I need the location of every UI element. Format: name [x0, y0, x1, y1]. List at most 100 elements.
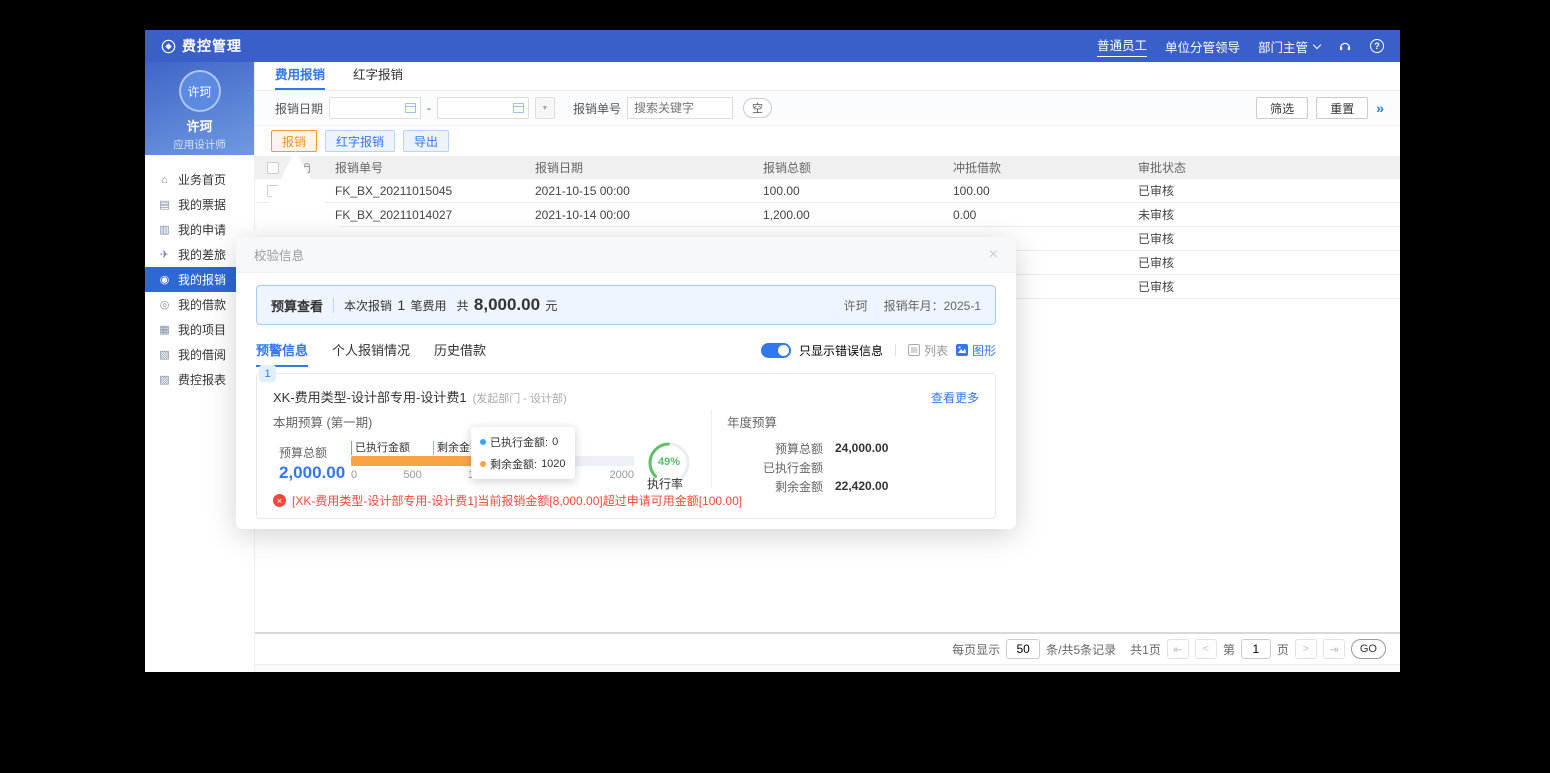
sidebar-item-home[interactable]: ⌂ 业务首页 [145, 167, 254, 192]
cell-total: 100.00 [763, 183, 800, 198]
banner-user: 许珂 [843, 298, 868, 313]
go-button[interactable]: GO [1350, 639, 1386, 659]
list-view-option[interactable]: 列表 [907, 342, 948, 359]
executed-flag: 已执行金额 [351, 441, 410, 455]
sidebar-item-loans[interactable]: ◎ 我的借款 [145, 292, 254, 317]
sidebar-item-label: 我的差旅 [178, 248, 227, 262]
annual-row: 预算总额 24,000.00 [727, 441, 982, 456]
expand-filters-icon[interactable]: » [1376, 100, 1384, 116]
empty-filter-button[interactable]: 空 [743, 98, 773, 118]
annual-label: 已执行金额 [762, 460, 823, 475]
reset-button[interactable]: 重置 [1316, 97, 1369, 119]
cell-order-no: FK_BX_20211014027 [335, 207, 453, 222]
cell-status: 已审核 [1138, 232, 1175, 246]
cell-date: 2021-10-15 00:00 [535, 183, 630, 198]
budget-summary-banner: 预算查看 本次报销 1 笔费用 共 8,000.00 元 许珂 报销年月：202… [256, 285, 996, 325]
red-reimburse-button[interactable]: 红字报销 [325, 130, 396, 152]
axis-tick: 2000 [609, 469, 634, 481]
per-page-input[interactable] [1006, 639, 1041, 659]
errors-only-label: 只显示错误信息 [798, 343, 883, 358]
tab-warning-info[interactable]: 预警信息 [256, 340, 309, 367]
cell-status: 已审核 [1138, 256, 1175, 270]
reimburse-button[interactable]: 报销 [271, 130, 318, 152]
filter-button[interactable]: 筛选 [1256, 97, 1309, 119]
annual-budget-title: 年度预算 [727, 416, 778, 430]
tab-personal-reimburse[interactable]: 个人报销情况 [332, 342, 411, 358]
annual-value: 22,420.00 [835, 479, 889, 493]
sidebar-item-borrow[interactable]: ▧ 我的借阅 [145, 342, 254, 367]
close-icon[interactable]: × [988, 245, 998, 263]
count-prefix: 本次报销 [344, 298, 393, 313]
sidebar-item-applications[interactable]: ▥ 我的申请 [145, 217, 254, 242]
card-title-row: XK-费用类型-设计部专用-设计费1 (发起部门 - 设计部) 查看更多 [257, 374, 995, 406]
first-page-button[interactable]: ⇤ [1166, 639, 1189, 659]
card-subtitle: (发起部门 - 设计部) [472, 393, 567, 405]
role-unit-leader[interactable]: 单位分管领导 [1164, 40, 1240, 55]
validation-modal: 校验信息 × 预算查看 本次报销 1 笔费用 共 8,000.00 元 许珂 报… [236, 237, 1016, 529]
date-from-field [329, 97, 422, 119]
list-view-label: 列表 [923, 343, 948, 358]
divider [333, 297, 335, 313]
cell-date: 2021-10-14 00:00 [535, 207, 630, 222]
error-text: [XK-费用类型-设计部专用-设计费1]当前报销金额[8,000.00]超过申请… [292, 494, 743, 508]
execution-rate-gauge: 49% [645, 439, 693, 487]
prev-page-button[interactable]: < [1194, 639, 1217, 659]
chart-view-option[interactable]: 图形 [955, 342, 996, 359]
expense-count: 1 [397, 296, 406, 313]
chevron-down-icon [1312, 40, 1322, 49]
headset-icon[interactable] [1338, 39, 1352, 53]
date-from-input[interactable] [329, 97, 422, 119]
tab-red-reimburse[interactable]: 红字报销 [353, 68, 404, 82]
date-to-input[interactable] [437, 97, 530, 119]
calendar-icon [405, 103, 417, 113]
last-page-button[interactable]: ⇥ [1322, 639, 1345, 659]
sidebar-item-invoices[interactable]: ▤ 我的票据 [145, 192, 254, 217]
annual-row: 剩余金额 22,420.00 [727, 479, 982, 494]
sidebar-user-panel: 许珂 许珂 应用设计师 [145, 62, 254, 155]
avatar[interactable]: 许珂 [178, 70, 221, 112]
total-amount: 8,000.00 [473, 295, 541, 314]
user-name: 许珂 [186, 119, 213, 134]
tooltip-remaining-value: 1020 [541, 458, 566, 470]
export-button[interactable]: 导出 [403, 130, 450, 152]
sidebar-item-reports[interactable]: ▨ 费控报表 [145, 367, 254, 392]
tab-expense-reimburse[interactable]: 费用报销 [275, 64, 326, 90]
page-input[interactable] [1240, 639, 1271, 659]
view-more-link[interactable]: 查看更多 [930, 391, 979, 405]
sidebar-item-projects[interactable]: ▦ 我的项目 [145, 317, 254, 342]
role-department-manager[interactable]: 部门主管 [1258, 37, 1322, 56]
list-icon [907, 344, 920, 356]
remaining-bar-fill [351, 456, 496, 466]
sidebar-item-travel[interactable]: ✈ 我的差旅 [145, 242, 254, 267]
orange-dot-icon [480, 461, 486, 467]
bottom-strip [255, 664, 1400, 672]
date-dropdown-button[interactable]: ▼ [535, 97, 556, 119]
tab-history-loans[interactable]: 历史借款 [434, 342, 487, 358]
sidebar-item-label: 我的借阅 [178, 348, 227, 362]
cell-order-no: FK_BX_20211015045 [335, 183, 453, 198]
help-icon[interactable]: ? [1370, 39, 1384, 53]
project-icon: ▦ [159, 324, 170, 336]
modal-toolbar: 只显示错误信息 列表 图形 [760, 342, 996, 365]
report-icon: ▨ [159, 374, 170, 386]
select-all-checkbox[interactable] [267, 161, 279, 174]
sidebar-item-label: 我的项目 [178, 323, 227, 337]
page-suffix: 页 [1276, 642, 1289, 657]
summary-text: 本次报销 1 笔费用 [344, 297, 447, 314]
table-row[interactable]: FK_BX_20211015045 2021-10-15 00:00 100.0… [255, 179, 1400, 203]
errors-only-toggle[interactable] [760, 342, 791, 358]
tooltip-remaining-label: 剩余金额: [490, 459, 538, 471]
modal-title: 校验信息 [254, 249, 305, 263]
period-text: 报销年月：2025-1 [884, 297, 981, 314]
sidebar-item-reimbursements[interactable]: ◉ 我的报销 [145, 267, 254, 292]
table-row[interactable]: FK_BX_20211014027 2021-10-14 00:00 1,200… [255, 203, 1400, 227]
search-input[interactable] [627, 97, 734, 119]
annual-value: 24,000.00 [835, 441, 889, 455]
next-page-button[interactable]: > [1294, 639, 1317, 659]
axis-tick: 0 [351, 469, 358, 481]
date-separator: - [427, 101, 432, 115]
role-normal-employee[interactable]: 普通员工 [1096, 35, 1147, 57]
budget-total-label: 预算总额 [279, 446, 328, 460]
budget-total-value: 2,000.00 [279, 463, 346, 482]
budget-total-block: 预算总额 2,000.00 [279, 444, 345, 483]
